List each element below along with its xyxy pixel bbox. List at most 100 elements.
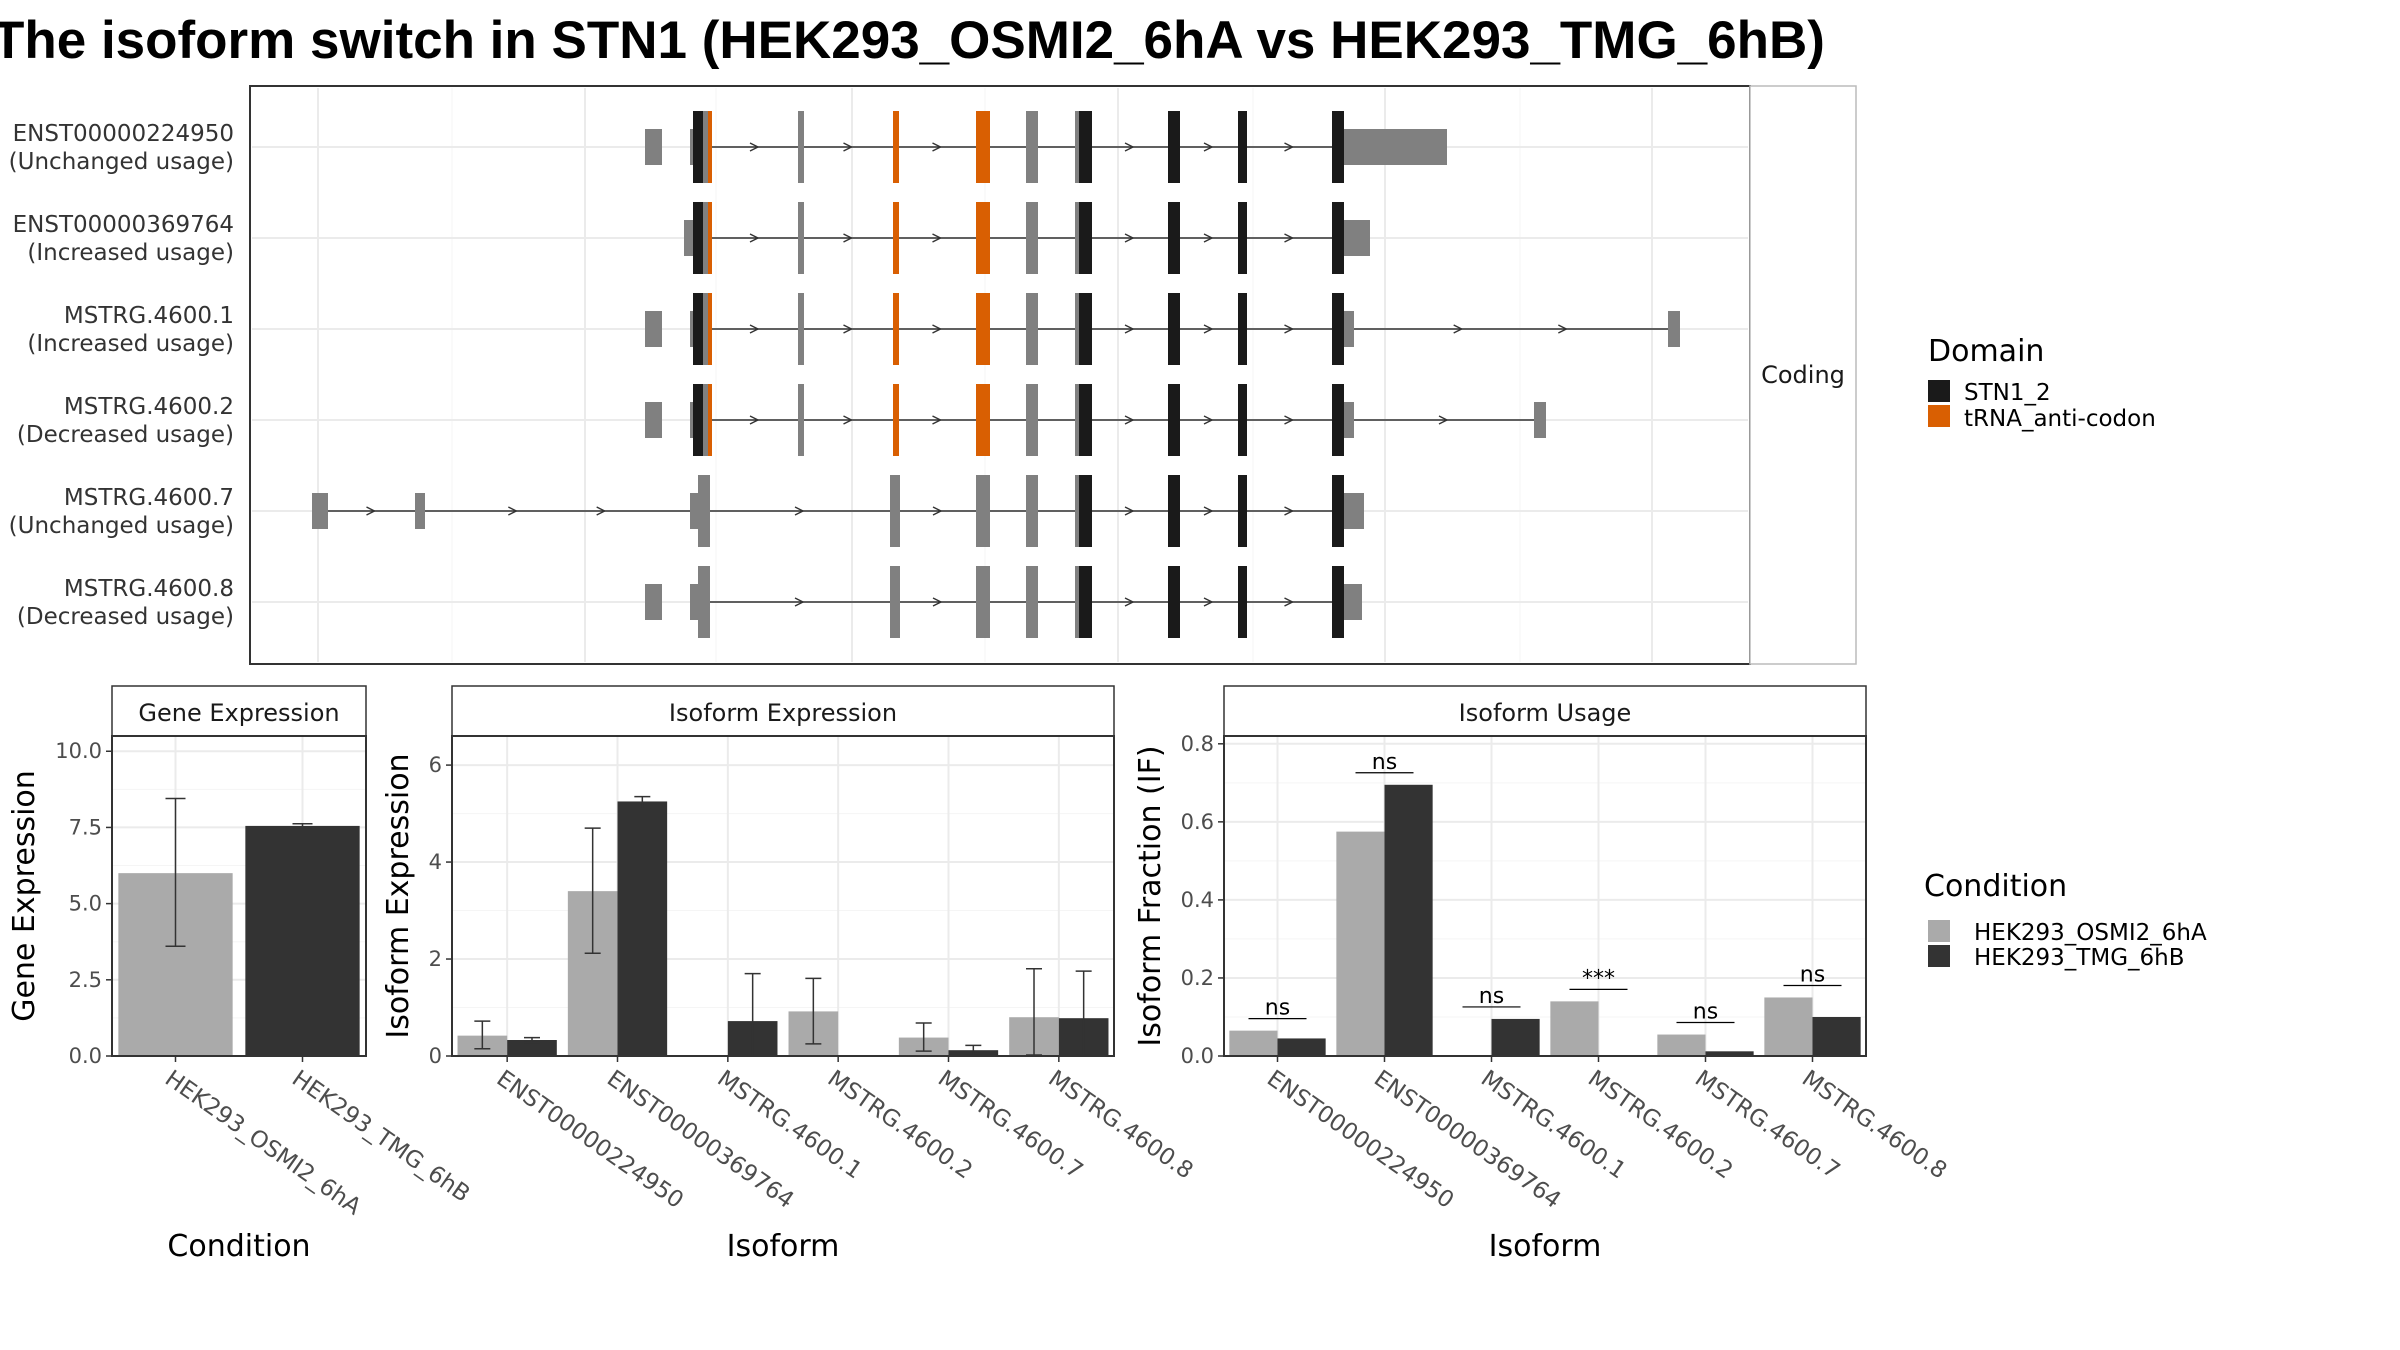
- condition-legend-title: Condition: [1924, 869, 2067, 904]
- panel-title: Gene Expression: [138, 699, 339, 727]
- exon: [1075, 111, 1079, 183]
- strand-arrow: [1284, 142, 1295, 152]
- exon: [1075, 384, 1079, 456]
- strand-arrow: [1203, 506, 1214, 516]
- strand-arrow: [1203, 142, 1214, 152]
- domain-legend: Domain STN1_2 tRNA_anti-codon: [1928, 334, 2156, 432]
- y-tick-label: 0.6: [1181, 810, 1214, 834]
- exon: [1344, 220, 1370, 256]
- bar-hek293-tmg-6hb: [245, 825, 360, 1056]
- y-tick-label: 0.2: [1181, 966, 1214, 990]
- strand-arrow: [932, 506, 943, 516]
- exon: [1026, 202, 1038, 274]
- panel-title: Isoform Usage: [1459, 699, 1632, 727]
- strand-arrow: [749, 415, 760, 425]
- isoform-row-mstrg-4600-8: MSTRG.4600.8(Decreased usage): [17, 566, 1748, 638]
- bar-enst00000369764-hek293-tmg-6hb: [617, 801, 668, 1056]
- transcript-structure-panel: ENST00000224950(Unchanged usage)ENST0000…: [9, 85, 1857, 665]
- bars: [118, 797, 360, 1056]
- y-tick-label: 0.4: [1181, 888, 1214, 912]
- exon: [645, 129, 662, 165]
- exon-stn1-2: [1079, 384, 1092, 456]
- figure-title: The isoform switch in STN1 (HEK293_OSMI2…: [0, 11, 1825, 70]
- y-tick-label: 0.0: [69, 1044, 102, 1068]
- exon-stn1-2: [1332, 111, 1344, 183]
- isoform-row-mstrg-4600-2: MSTRG.4600.2(Decreased usage): [17, 384, 1748, 456]
- y-tick-label: 0.8: [1181, 732, 1214, 756]
- strand-arrow: [843, 142, 854, 152]
- x-axis-title: Condition: [167, 1229, 310, 1264]
- y-tick-label: 0: [429, 1044, 442, 1068]
- error-bar: [584, 827, 601, 954]
- strand-arrow: [794, 597, 805, 607]
- bars: [457, 795, 1109, 1057]
- isoform-row-enst00000369764: ENST00000369764(Increased usage): [13, 202, 1748, 274]
- exon: [1344, 129, 1447, 165]
- bar-enst00000224950-hek293-tmg-6hb: [1277, 1038, 1326, 1056]
- exon-stn1-2: [1332, 475, 1344, 547]
- isoform-label: ENST00000369764: [13, 212, 234, 238]
- isoform-usage-label: (Increased usage): [27, 331, 234, 357]
- isoform-label: MSTRG.4600.7: [64, 485, 234, 511]
- bar-mstrg-4600-7-hek293-osmi2-6ha: [1657, 1034, 1706, 1056]
- legend-label-trna-anti-codon: tRNA_anti-codon: [1964, 406, 2156, 432]
- exon-stn1-2: [1079, 202, 1092, 274]
- bar-mstrg-4600-8-hek293-tmg-6hb: [1812, 1016, 1861, 1056]
- significance-label: ns: [1265, 996, 1290, 1021]
- exon: [1026, 475, 1038, 547]
- strand-arrow: [1438, 415, 1449, 425]
- isoform-row-mstrg-4600-7: MSTRG.4600.7(Unchanged usage): [9, 475, 1748, 547]
- error-bar: [292, 823, 313, 829]
- legend-swatch-tmg: [1928, 945, 1950, 967]
- strand-arrow: [843, 415, 854, 425]
- panel-title: Isoform Expression: [669, 699, 897, 727]
- exon: [1344, 493, 1364, 529]
- exon: [698, 475, 710, 547]
- exon: [976, 566, 990, 638]
- bar-mstrg-4600-8-hek293-osmi2-6ha: [1764, 997, 1813, 1056]
- bar-enst00000369764-hek293-tmg-6hb: [1384, 784, 1433, 1056]
- exon: [890, 475, 900, 547]
- strand-arrow: [1284, 506, 1295, 516]
- exon-trna-anti-codon: [708, 384, 712, 456]
- error-bar: [915, 1022, 932, 1052]
- strand-arrow: [1284, 597, 1295, 607]
- significance-label: ns: [1372, 750, 1397, 775]
- isoform-row-mstrg-4600-1: MSTRG.4600.1(Increased usage): [27, 293, 1748, 365]
- exon-stn1-2: [1079, 475, 1092, 547]
- strand-arrow: [749, 142, 760, 152]
- exon: [698, 566, 710, 638]
- significance-label: ***: [1582, 966, 1615, 991]
- strand-arrow: [1453, 324, 1464, 334]
- isoform-usage-label: (Decreased usage): [17, 422, 234, 448]
- coding-strip: [1749, 85, 1857, 665]
- strand-arrow: [932, 324, 943, 334]
- significance-label: ns: [1800, 962, 1825, 987]
- y-tick-label: 5.0: [69, 892, 102, 916]
- error-bar: [474, 1020, 491, 1050]
- bar-enst00000369764-hek293-osmi2-6ha: [1336, 831, 1385, 1056]
- exon: [1075, 293, 1079, 365]
- exon: [798, 111, 804, 183]
- structure-panel-border: [249, 85, 1751, 665]
- exon: [690, 493, 700, 529]
- strand-arrow: [1124, 324, 1135, 334]
- error-bar: [634, 795, 651, 810]
- exon-trna-anti-codon: [708, 111, 712, 183]
- exon: [1075, 475, 1079, 547]
- exon-stn1-2: [1332, 566, 1344, 638]
- isoform-usage-label: (Unchanged usage): [9, 149, 234, 175]
- isoform-usage-label: (Unchanged usage): [9, 513, 234, 539]
- exon-stn1-2: [693, 293, 703, 365]
- strand-arrow: [843, 233, 854, 243]
- error-bar: [523, 1036, 540, 1044]
- exon: [798, 202, 804, 274]
- strand-arrow: [1203, 233, 1214, 243]
- x-axis-title: Isoform: [727, 1229, 840, 1264]
- x-tick-label: ENST00000369764: [1369, 1066, 1565, 1214]
- exon-stn1-2: [1168, 293, 1180, 365]
- exon-trna-anti-codon: [976, 111, 990, 183]
- legend-swatch-stn1-2: [1928, 380, 1950, 402]
- y-tick-label: 6: [429, 753, 442, 777]
- isoform-usage-label: (Increased usage): [27, 240, 234, 266]
